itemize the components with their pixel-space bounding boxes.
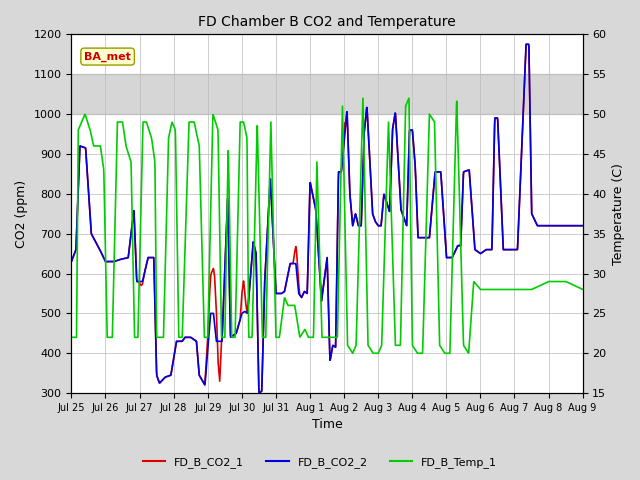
Title: FD Chamber B CO2 and Temperature: FD Chamber B CO2 and Temperature bbox=[198, 15, 456, 29]
X-axis label: Time: Time bbox=[312, 419, 342, 432]
Bar bbox=[72, 74, 582, 114]
Legend: FD_B_CO2_1, FD_B_CO2_2, FD_B_Temp_1: FD_B_CO2_1, FD_B_CO2_2, FD_B_Temp_1 bbox=[139, 452, 501, 472]
Y-axis label: Temperature (C): Temperature (C) bbox=[612, 163, 625, 264]
Y-axis label: CO2 (ppm): CO2 (ppm) bbox=[15, 180, 28, 248]
Text: BA_met: BA_met bbox=[84, 51, 131, 62]
